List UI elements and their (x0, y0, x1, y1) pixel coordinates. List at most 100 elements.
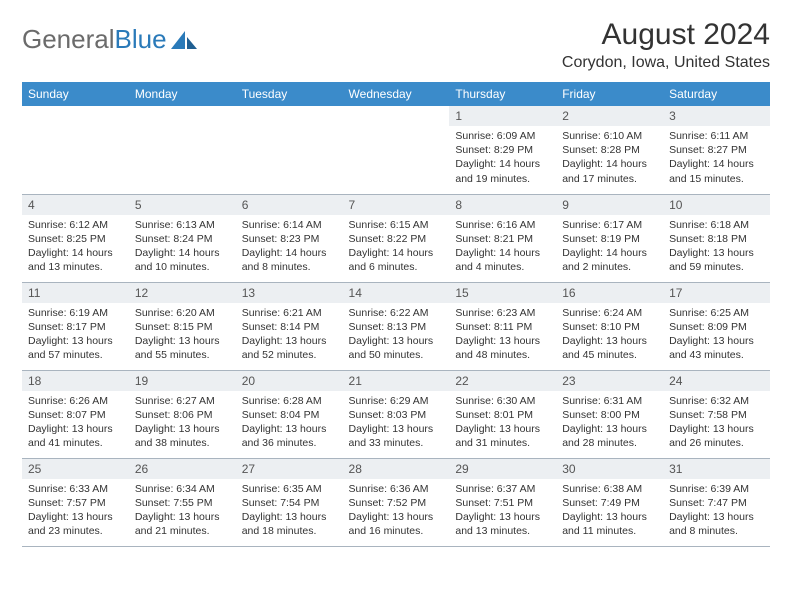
sunrise: Sunrise: 6:29 AM (349, 394, 444, 408)
sunrise: Sunrise: 6:14 AM (242, 218, 337, 232)
day-number: 10 (663, 195, 770, 215)
daylight: Daylight: 13 hours and 36 minutes. (242, 422, 337, 450)
logo-text-2: Blue (115, 24, 167, 55)
calendar-cell: .. (22, 106, 129, 194)
sunset: Sunset: 7:52 PM (349, 496, 444, 510)
day-details: Sunrise: 6:12 AMSunset: 8:25 PMDaylight:… (22, 215, 129, 279)
day-details: Sunrise: 6:26 AMSunset: 8:07 PMDaylight:… (22, 391, 129, 455)
calendar-cell: 28Sunrise: 6:36 AMSunset: 7:52 PMDayligh… (343, 458, 450, 546)
calendar-cell: 15Sunrise: 6:23 AMSunset: 8:11 PMDayligh… (449, 282, 556, 370)
sunrise: Sunrise: 6:17 AM (562, 218, 657, 232)
calendar-cell: 6Sunrise: 6:14 AMSunset: 8:23 PMDaylight… (236, 194, 343, 282)
sunrise: Sunrise: 6:19 AM (28, 306, 123, 320)
day-details: Sunrise: 6:27 AMSunset: 8:06 PMDaylight:… (129, 391, 236, 455)
daylight: Daylight: 13 hours and 50 minutes. (349, 334, 444, 362)
day-details: Sunrise: 6:34 AMSunset: 7:55 PMDaylight:… (129, 479, 236, 543)
sunrise: Sunrise: 6:39 AM (669, 482, 764, 496)
day-details: Sunrise: 6:13 AMSunset: 8:24 PMDaylight:… (129, 215, 236, 279)
sunset: Sunset: 7:47 PM (669, 496, 764, 510)
sunrise: Sunrise: 6:30 AM (455, 394, 550, 408)
calendar-cell: 25Sunrise: 6:33 AMSunset: 7:57 PMDayligh… (22, 458, 129, 546)
day-details: Sunrise: 6:17 AMSunset: 8:19 PMDaylight:… (556, 215, 663, 279)
daylight: Daylight: 13 hours and 57 minutes. (28, 334, 123, 362)
sunset: Sunset: 8:23 PM (242, 232, 337, 246)
day-details: Sunrise: 6:23 AMSunset: 8:11 PMDaylight:… (449, 303, 556, 367)
day-header: Sunday (22, 82, 129, 106)
sunrise: Sunrise: 6:16 AM (455, 218, 550, 232)
day-details: Sunrise: 6:24 AMSunset: 8:10 PMDaylight:… (556, 303, 663, 367)
sunset: Sunset: 8:25 PM (28, 232, 123, 246)
calendar-cell: 23Sunrise: 6:31 AMSunset: 8:00 PMDayligh… (556, 370, 663, 458)
sunset: Sunset: 8:28 PM (562, 143, 657, 157)
day-number: 24 (663, 371, 770, 391)
sunrise: Sunrise: 6:26 AM (28, 394, 123, 408)
calendar-cell: 2Sunrise: 6:10 AMSunset: 8:28 PMDaylight… (556, 106, 663, 194)
daylight: Daylight: 14 hours and 4 minutes. (455, 246, 550, 274)
sunrise: Sunrise: 6:23 AM (455, 306, 550, 320)
calendar-cell: 19Sunrise: 6:27 AMSunset: 8:06 PMDayligh… (129, 370, 236, 458)
day-details: Sunrise: 6:32 AMSunset: 7:58 PMDaylight:… (663, 391, 770, 455)
day-number: 16 (556, 283, 663, 303)
day-details: Sunrise: 6:21 AMSunset: 8:14 PMDaylight:… (236, 303, 343, 367)
day-number: 5 (129, 195, 236, 215)
day-details: Sunrise: 6:11 AMSunset: 8:27 PMDaylight:… (663, 126, 770, 190)
sunrise: Sunrise: 6:27 AM (135, 394, 230, 408)
daylight: Daylight: 13 hours and 45 minutes. (562, 334, 657, 362)
calendar-cell: 7Sunrise: 6:15 AMSunset: 8:22 PMDaylight… (343, 194, 450, 282)
day-number: 2 (556, 106, 663, 126)
daylight: Daylight: 14 hours and 2 minutes. (562, 246, 657, 274)
day-number: 12 (129, 283, 236, 303)
sunset: Sunset: 8:27 PM (669, 143, 764, 157)
day-header: Tuesday (236, 82, 343, 106)
sunset: Sunset: 8:19 PM (562, 232, 657, 246)
sunrise: Sunrise: 6:38 AM (562, 482, 657, 496)
calendar-cell: 22Sunrise: 6:30 AMSunset: 8:01 PMDayligh… (449, 370, 556, 458)
day-details: Sunrise: 6:29 AMSunset: 8:03 PMDaylight:… (343, 391, 450, 455)
sunrise: Sunrise: 6:21 AM (242, 306, 337, 320)
day-details: Sunrise: 6:16 AMSunset: 8:21 PMDaylight:… (449, 215, 556, 279)
calendar-cell: 10Sunrise: 6:18 AMSunset: 8:18 PMDayligh… (663, 194, 770, 282)
daylight: Daylight: 13 hours and 26 minutes. (669, 422, 764, 450)
sunset: Sunset: 8:14 PM (242, 320, 337, 334)
sunset: Sunset: 8:18 PM (669, 232, 764, 246)
day-details: Sunrise: 6:25 AMSunset: 8:09 PMDaylight:… (663, 303, 770, 367)
day-details: Sunrise: 6:39 AMSunset: 7:47 PMDaylight:… (663, 479, 770, 543)
calendar-cell: 12Sunrise: 6:20 AMSunset: 8:15 PMDayligh… (129, 282, 236, 370)
sunrise: Sunrise: 6:20 AM (135, 306, 230, 320)
daylight: Daylight: 13 hours and 43 minutes. (669, 334, 764, 362)
sunset: Sunset: 7:54 PM (242, 496, 337, 510)
sunrise: Sunrise: 6:35 AM (242, 482, 337, 496)
daylight: Daylight: 13 hours and 52 minutes. (242, 334, 337, 362)
day-details: Sunrise: 6:37 AMSunset: 7:51 PMDaylight:… (449, 479, 556, 543)
calendar-cell: 1Sunrise: 6:09 AMSunset: 8:29 PMDaylight… (449, 106, 556, 194)
daylight: Daylight: 13 hours and 31 minutes. (455, 422, 550, 450)
calendar-cell: 5Sunrise: 6:13 AMSunset: 8:24 PMDaylight… (129, 194, 236, 282)
day-number: 22 (449, 371, 556, 391)
sunrise: Sunrise: 6:32 AM (669, 394, 764, 408)
sunrise: Sunrise: 6:36 AM (349, 482, 444, 496)
daylight: Daylight: 14 hours and 17 minutes. (562, 157, 657, 185)
logo-sail-icon (171, 29, 197, 51)
calendar-page: GeneralBlue August 2024 Corydon, Iowa, U… (0, 0, 792, 557)
day-number: 13 (236, 283, 343, 303)
day-details: Sunrise: 6:35 AMSunset: 7:54 PMDaylight:… (236, 479, 343, 543)
daylight: Daylight: 13 hours and 55 minutes. (135, 334, 230, 362)
sunset: Sunset: 7:55 PM (135, 496, 230, 510)
day-details: Sunrise: 6:28 AMSunset: 8:04 PMDaylight:… (236, 391, 343, 455)
daylight: Daylight: 13 hours and 59 minutes. (669, 246, 764, 274)
day-details: Sunrise: 6:20 AMSunset: 8:15 PMDaylight:… (129, 303, 236, 367)
sunset: Sunset: 8:17 PM (28, 320, 123, 334)
calendar-cell: 21Sunrise: 6:29 AMSunset: 8:03 PMDayligh… (343, 370, 450, 458)
day-details: Sunrise: 6:15 AMSunset: 8:22 PMDaylight:… (343, 215, 450, 279)
calendar-cell: 20Sunrise: 6:28 AMSunset: 8:04 PMDayligh… (236, 370, 343, 458)
sunset: Sunset: 8:00 PM (562, 408, 657, 422)
daylight: Daylight: 13 hours and 21 minutes. (135, 510, 230, 538)
calendar-row: 4Sunrise: 6:12 AMSunset: 8:25 PMDaylight… (22, 194, 770, 282)
day-details: Sunrise: 6:33 AMSunset: 7:57 PMDaylight:… (22, 479, 129, 543)
month-title: August 2024 (562, 18, 770, 52)
day-details: Sunrise: 6:38 AMSunset: 7:49 PMDaylight:… (556, 479, 663, 543)
location: Corydon, Iowa, United States (562, 54, 770, 72)
day-header: Monday (129, 82, 236, 106)
day-details: Sunrise: 6:10 AMSunset: 8:28 PMDaylight:… (556, 126, 663, 190)
header: GeneralBlue August 2024 Corydon, Iowa, U… (22, 18, 770, 72)
